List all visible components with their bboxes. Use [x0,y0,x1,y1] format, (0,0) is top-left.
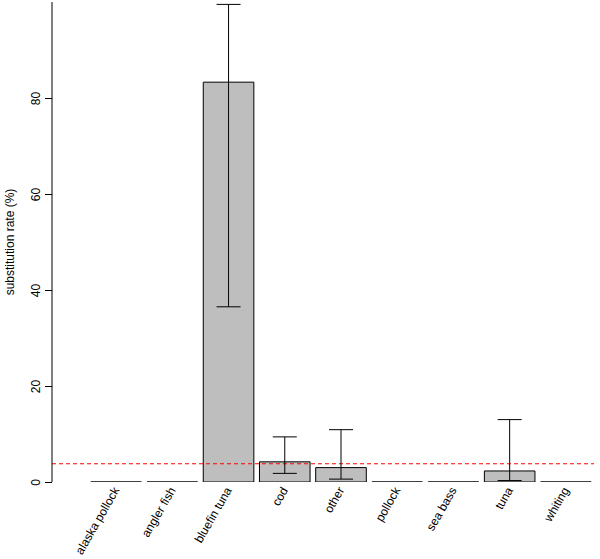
reference-line [52,463,594,464]
y-tick: 80 [29,92,52,106]
error-bar [498,420,522,481]
x-tick-label: alaska pollock [73,484,123,557]
bar [91,482,142,483]
x-tick-label: bluefin tuna [192,484,235,545]
error-bar [329,430,353,479]
y-tick-label: 20 [29,380,43,394]
x-tick: angler fish [139,485,179,540]
x-tick-label: whiting [541,485,572,525]
x-tick-label: tuna [492,484,516,512]
error-bar [217,4,241,306]
error-bar [273,437,297,473]
plot-area [52,4,594,482]
x-tick: other [321,485,347,516]
y-tick: 0 [29,479,52,486]
bar [147,482,198,483]
x-tick: pollock [373,484,404,524]
x-tick: whiting [541,485,572,525]
y-tick: 40 [29,284,52,298]
x-tick-label: cod [269,485,291,509]
x-tick-label: sea bass [424,485,460,534]
chart: 0 20 40 60 80 substitution rate (%) alaska pol… [0,0,600,559]
x-tick-label: other [321,485,347,516]
x-tick: sea bass [424,485,460,534]
y-axis: 0 20 40 60 80 [29,2,52,486]
error-bar-line [498,420,522,481]
y-tick-mark [45,386,52,387]
error-bar-line [273,437,297,473]
y-tick-mark [45,482,52,483]
error-bar-line [329,430,353,479]
error-bar-line [217,4,241,306]
y-tick-mark [45,194,52,195]
x-tick: bluefin tuna [192,484,235,545]
y-tick-mark [45,290,52,291]
bar [428,482,479,483]
y-tick: 60 [29,188,52,202]
y-axis-line [52,2,53,482]
y-tick-label: 40 [29,284,43,298]
bar [541,482,592,483]
x-tick: alaska pollock [73,484,123,557]
y-axis-title: substitution rate (%) [3,189,17,296]
y-tick: 20 [29,380,52,394]
x-axis: alaska pollock angler fish bluefin tuna cod… [73,484,573,557]
x-tick: tuna [492,484,516,512]
x-tick-label: angler fish [139,485,179,540]
bar [372,482,423,483]
y-tick-label: 60 [29,188,43,202]
y-tick-label: 80 [29,92,43,106]
x-tick-label: pollock [373,484,404,524]
y-tick-mark [45,98,52,99]
x-tick: cod [269,485,291,509]
y-tick-label: 0 [29,479,43,486]
